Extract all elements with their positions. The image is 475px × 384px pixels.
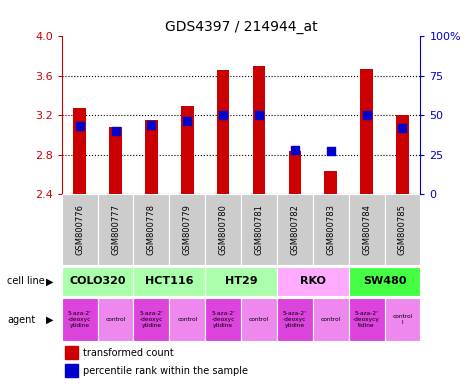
Text: control: control	[249, 317, 269, 322]
Bar	[74, 108, 86, 194]
Text: GSM800778: GSM800778	[147, 204, 156, 255]
Text: percentile rank within the sample: percentile rank within the sample	[83, 366, 248, 376]
Bar	[241, 298, 277, 341]
Text: COLO320: COLO320	[69, 276, 126, 286]
Text: agent: agent	[7, 314, 35, 325]
Bar	[66, 364, 78, 377]
Text: GSM800779: GSM800779	[183, 204, 192, 255]
Text: SW480: SW480	[363, 276, 406, 286]
Point	[291, 147, 299, 153]
Text: control: control	[321, 317, 341, 322]
Point	[76, 123, 84, 129]
Bar	[98, 298, 133, 341]
Text: 5-aza-2'
-deoxycy
tidine: 5-aza-2' -deoxycy tidine	[353, 311, 380, 328]
Bar	[385, 298, 420, 341]
Point	[399, 125, 406, 131]
Bar	[205, 194, 241, 265]
Title: GDS4397 / 214944_at: GDS4397 / 214944_at	[165, 20, 317, 34]
Text: control: control	[177, 317, 198, 322]
Bar	[313, 194, 349, 265]
Bar	[361, 69, 373, 194]
Bar	[133, 266, 205, 296]
Point	[112, 128, 119, 134]
Bar	[349, 266, 420, 296]
Bar	[133, 194, 170, 265]
Text: GSM800776: GSM800776	[75, 204, 84, 255]
Bar	[277, 298, 313, 341]
Bar	[253, 66, 265, 194]
Text: ▶: ▶	[46, 276, 54, 286]
Text: 5-aza-2'
-deoxyc
ytidine: 5-aza-2' -deoxyc ytidine	[68, 311, 92, 328]
Bar	[349, 298, 385, 341]
Bar	[217, 70, 229, 194]
Text: control: control	[105, 317, 126, 322]
Bar	[62, 298, 98, 341]
Bar	[170, 298, 205, 341]
Bar	[181, 106, 193, 194]
Text: 5-aza-2'
-deoxyc
ytidine: 5-aza-2' -deoxyc ytidine	[140, 311, 163, 328]
Text: GSM800777: GSM800777	[111, 204, 120, 255]
Point	[183, 118, 191, 124]
Point	[363, 112, 371, 118]
Text: GSM800784: GSM800784	[362, 204, 371, 255]
Bar	[62, 194, 98, 265]
Bar	[109, 127, 122, 194]
Text: HCT116: HCT116	[145, 276, 194, 286]
Text: GSM800783: GSM800783	[326, 204, 335, 255]
Bar	[205, 298, 241, 341]
Bar	[324, 171, 337, 194]
Bar	[205, 266, 277, 296]
Bar	[277, 194, 313, 265]
Point	[219, 112, 227, 118]
Bar	[277, 266, 349, 296]
Text: control
l: control l	[392, 314, 413, 325]
Text: GSM800785: GSM800785	[398, 204, 407, 255]
Bar	[170, 194, 205, 265]
Text: 5-aza-2'
-deoxyc
ytidine: 5-aza-2' -deoxyc ytidine	[283, 311, 307, 328]
Bar	[385, 194, 420, 265]
Bar	[62, 266, 133, 296]
Text: transformed count: transformed count	[83, 348, 174, 358]
Bar	[145, 120, 158, 194]
Text: HT29: HT29	[225, 276, 257, 286]
Text: 5-aza-2'
-deoxyc
ytidine: 5-aza-2' -deoxyc ytidine	[211, 311, 235, 328]
Text: GSM800780: GSM800780	[218, 204, 228, 255]
Point	[148, 122, 155, 128]
Text: ▶: ▶	[46, 314, 54, 325]
Text: RKO: RKO	[300, 276, 326, 286]
Bar	[133, 298, 170, 341]
Bar	[98, 194, 133, 265]
Text: GSM800782: GSM800782	[290, 204, 299, 255]
Text: GSM800781: GSM800781	[255, 204, 264, 255]
Bar	[349, 194, 385, 265]
Bar	[66, 346, 78, 359]
Text: cell line: cell line	[7, 276, 45, 286]
Bar	[313, 298, 349, 341]
Point	[255, 112, 263, 118]
Bar	[289, 151, 301, 194]
Bar	[241, 194, 277, 265]
Point	[327, 148, 334, 154]
Bar	[396, 115, 408, 194]
